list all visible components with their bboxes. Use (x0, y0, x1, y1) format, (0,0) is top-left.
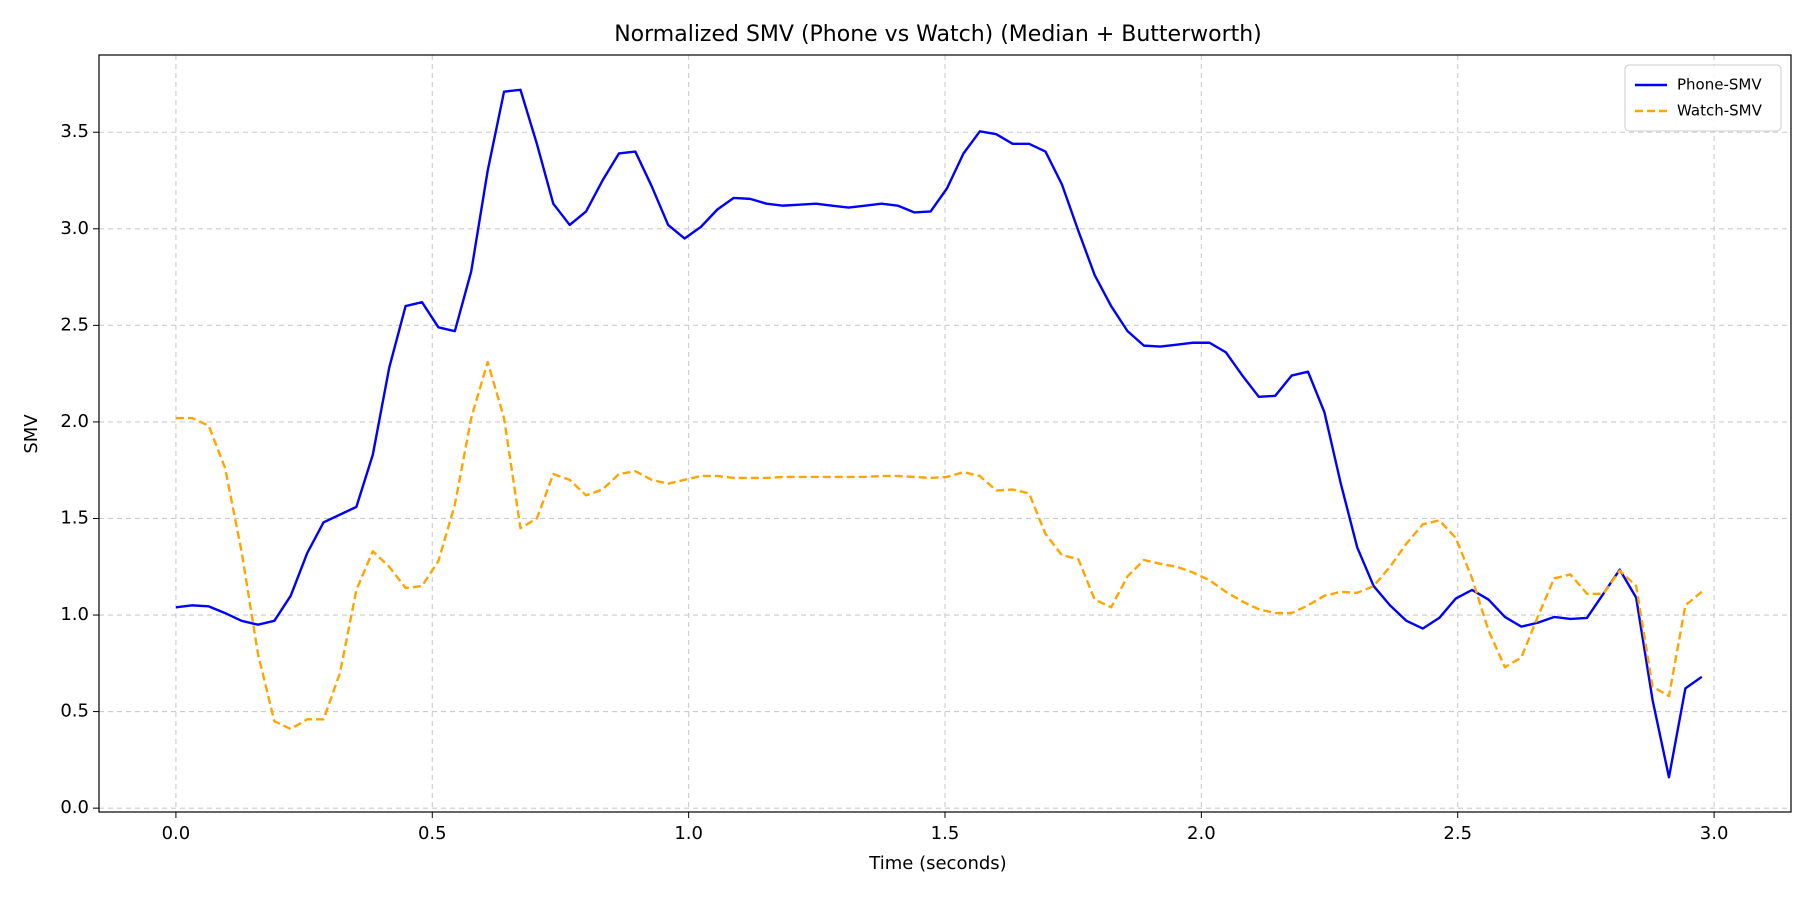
y-tick-label: 1.0 (60, 604, 89, 625)
x-tick-label: 1.0 (674, 823, 703, 844)
y-tick-label: 0.5 (60, 701, 89, 722)
series-line (175, 88, 1703, 779)
x-tick-label: 1.5 (931, 823, 960, 844)
y-tick-label: 2.5 (60, 314, 89, 335)
x-axis-label: Time (seconds) (868, 853, 1006, 874)
x-tick-label: 2.0 (1187, 823, 1216, 844)
y-tick-label: 3.0 (60, 218, 89, 239)
y-tick-label: 2.0 (60, 411, 89, 432)
legend-label: Phone-SMV (1677, 76, 1762, 94)
plot-frame (98, 54, 1792, 813)
x-tick-label: 0.0 (162, 823, 191, 844)
legend-box (1624, 64, 1782, 132)
x-tick-label: 3.0 (1700, 823, 1729, 844)
legend: Phone-SMV Watch-SMV (1624, 64, 1782, 132)
x-tick-label: 2.5 (1443, 823, 1472, 844)
y-tick-label: 0.0 (60, 797, 89, 818)
legend-label: Watch-SMV (1677, 102, 1763, 120)
y-axis-label: SMV (21, 414, 42, 454)
series-line (175, 360, 1703, 731)
y-tick-label: 3.5 (60, 121, 89, 142)
chart-title: Normalized SMV (Phone vs Watch) (Median … (614, 22, 1262, 47)
y-tick-label: 1.5 (60, 507, 89, 528)
x-tick-label: 0.5 (418, 823, 447, 844)
